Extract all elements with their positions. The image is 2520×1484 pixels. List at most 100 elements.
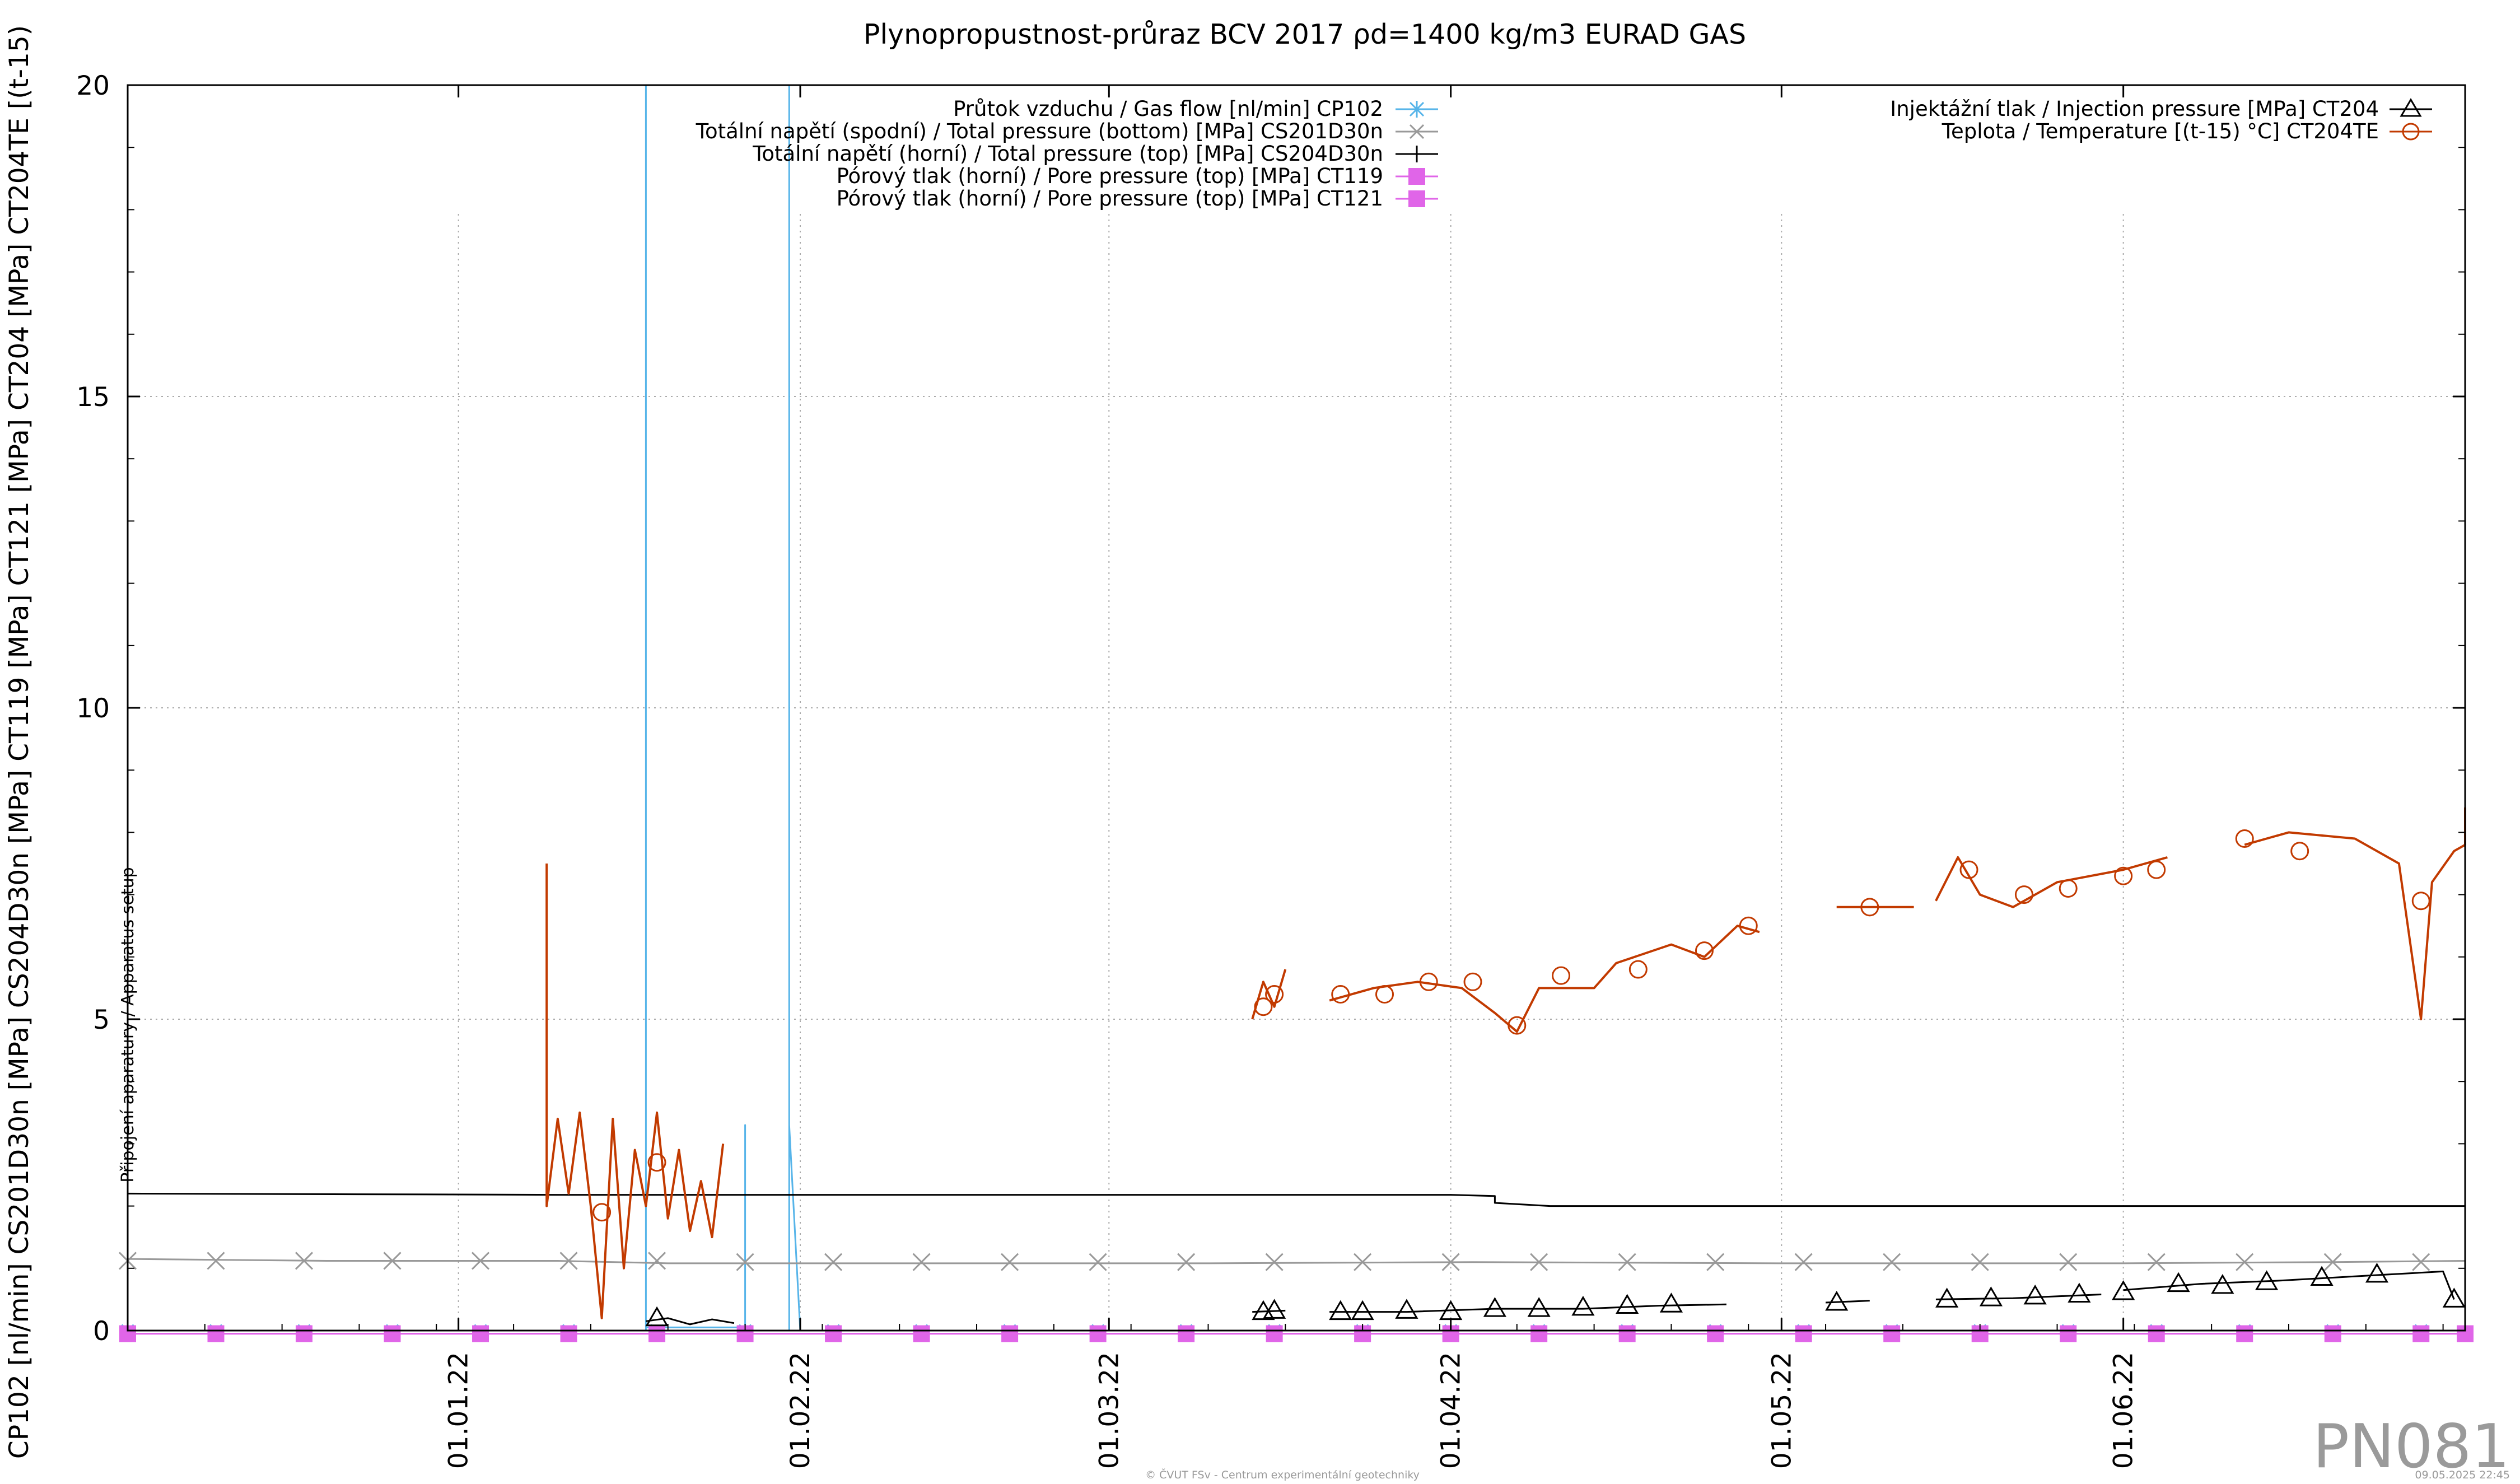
data-point-total-pressure-bottom-cs201 (824, 1253, 843, 1271)
legend-left-entry: Průtok vzduchu / Gas flow [nl/min] CP102 (953, 97, 1438, 121)
data-point-total-pressure-bottom-cs201 (1354, 1253, 1372, 1271)
y-axis-label: CP102 [nl/min] CS201D30n [MPa] CS204D30n… (4, 25, 35, 1459)
data-point-pore-pressure-ct119 (2412, 1325, 2430, 1342)
legend-left-label: Totální napětí (horní) / Total pressure … (752, 142, 1383, 166)
series-line-total-pressure-top-cs204 (127, 1192, 2465, 1207)
data-point-pore-pressure-ct119 (1089, 1325, 1107, 1342)
data-point-injection-pressure-ct204 (2310, 1266, 2334, 1286)
data-point-injection-pressure-ct204 (1825, 1290, 1849, 1311)
data-point-injection-pressure-ct204 (1329, 1300, 1352, 1320)
marker-stroke (1409, 124, 1425, 139)
data-point-total-pressure-bottom-cs201 (1265, 1253, 1284, 1271)
data-point-injection-pressure-ct204 (1395, 1299, 1418, 1319)
series-line-injection-pressure-ct204 (1329, 1303, 1726, 1313)
cross-stroke (1794, 1253, 1813, 1271)
series-line-gas-flow-cp102 (128, 84, 2465, 1332)
legend-left: Průtok vzduchu / Gas flow [nl/min] CP102… (696, 97, 1438, 211)
data-point-pore-pressure-ct119 (2148, 1325, 2165, 1342)
cross-stroke (383, 1252, 402, 1270)
data-point-total-pressure-bottom-cs201 (559, 1252, 578, 1270)
legend-left-sample-marker (1408, 168, 1425, 185)
data-point-injection-pressure-ct204 (2211, 1273, 2234, 1294)
data-point-total-pressure-bottom-cs201 (2059, 1253, 2078, 1271)
y-tick-label: 20 (76, 71, 110, 101)
data-point-temperature-ct204te (1508, 1016, 1527, 1035)
series-layer (127, 84, 2466, 1335)
cross-stroke (1530, 1253, 1548, 1271)
legend-left-entry: Totální napětí (spodní) / Total pressure… (696, 119, 1438, 143)
grid (128, 214, 2465, 1331)
footer-timestamp: 09.05.2025 22:45 (2415, 1469, 2510, 1481)
cross-stroke (2059, 1253, 2078, 1271)
specimen-badge: PN081 (2313, 1412, 2510, 1482)
x-tick-label: 01.02.22 (785, 1352, 816, 1469)
data-point-temperature-ct204te (1331, 985, 1350, 1004)
data-point-temperature-ct204te (1860, 898, 1879, 917)
data-point-injection-pressure-ct204 (2167, 1272, 2190, 1292)
data-point-pore-pressure-ct119 (1001, 1325, 1019, 1342)
cross-stroke (1706, 1253, 1725, 1271)
legend-right-sample-marker (2400, 98, 2422, 117)
data-point-pore-pressure-ct119 (1530, 1325, 1548, 1342)
data-point-pore-pressure-ct119 (648, 1325, 666, 1342)
data-point-temperature-ct204te (592, 1203, 612, 1222)
data-point-pore-pressure-ct119 (2324, 1325, 2341, 1342)
data-point-total-pressure-bottom-cs201 (2236, 1253, 2254, 1271)
cross-stroke (2412, 1253, 2430, 1271)
data-point-injection-pressure-ct204 (1527, 1297, 1551, 1317)
data-point-total-pressure-bottom-cs201 (912, 1253, 931, 1271)
axis-ticks: 0 5 10 15 20 01.01.22 01.02.22 01.03.22 01.04.22… (76, 71, 2465, 1469)
data-point-total-pressure-bottom-cs201 (2412, 1253, 2430, 1271)
data-point-total-pressure-bottom-cs201 (1618, 1253, 1636, 1271)
data-point-total-pressure-bottom-cs201 (1794, 1253, 1813, 1271)
data-point-injection-pressure-ct204 (1616, 1294, 1639, 1314)
cross-stroke (471, 1252, 490, 1270)
x-tick-label: 01.04.22 (1436, 1352, 1467, 1469)
data-point-temperature-ct204te (1419, 972, 1438, 991)
data-point-injection-pressure-ct204 (2068, 1282, 2091, 1303)
legend-left-label: Pórový tlak (horní) / Pore pressure (top… (837, 186, 1383, 211)
legend-right: Injektážní tlak / Injection pressure [MP… (1890, 97, 2432, 143)
data-point-temperature-ct204te (2059, 879, 2078, 898)
cross-stroke (1971, 1253, 1989, 1271)
legend-left-entry: Totální napětí (horní) / Total pressure … (752, 142, 1438, 166)
chart-title: Plynopropustnost-průraz BCV 2017 ρd=1400… (864, 18, 1746, 50)
legend-left-entry: Pórový tlak (horní) / Pore pressure (top… (837, 186, 1438, 211)
x-tick-label: 01.03.22 (1094, 1352, 1124, 1469)
legend-left-label: Průtok vzduchu / Gas flow [nl/min] CP102 (953, 97, 1383, 121)
cross-stroke (1001, 1253, 1019, 1271)
data-point-injection-pressure-ct204 (1483, 1297, 1507, 1317)
cross-stroke (1441, 1253, 1460, 1271)
data-point-pore-pressure-ct119 (296, 1325, 313, 1342)
y-tick-label: 5 (93, 1005, 110, 1035)
data-point-injection-pressure-ct204 (2255, 1270, 2279, 1290)
cross-stroke (1265, 1253, 1284, 1271)
legend-right-label: Teplota / Temperature [(t-15) °C] CT204T… (1942, 119, 2379, 143)
marker-layer (118, 829, 2474, 1342)
cross-stroke (2236, 1253, 2254, 1271)
series-line-temperature-ct204te (1329, 925, 1760, 1033)
cross-stroke (912, 1253, 931, 1271)
data-point-pore-pressure-ct119 (1618, 1325, 1636, 1342)
data-point-temperature-ct204te (647, 1153, 666, 1172)
data-point-temperature-ct204te (1254, 997, 1273, 1016)
data-point-temperature-ct204te (1695, 941, 1714, 960)
data-point-temperature-ct204te (1375, 985, 1394, 1004)
cross-stroke (824, 1253, 843, 1271)
data-point-total-pressure-bottom-cs201 (1971, 1253, 1989, 1271)
data-point-total-pressure-bottom-cs201 (207, 1252, 225, 1270)
legend-right-entry: Injektážní tlak / Injection pressure [MP… (1890, 97, 2432, 121)
data-point-total-pressure-bottom-cs201 (383, 1252, 402, 1270)
legend-right-sample-marker (2402, 123, 2420, 141)
data-point-pore-pressure-ct119 (2060, 1325, 2077, 1342)
legend-left-sample-marker (1408, 146, 1425, 162)
cross-stroke (1177, 1253, 1196, 1271)
data-point-total-pressure-bottom-cs201 (647, 1252, 666, 1270)
data-point-total-pressure-bottom-cs201 (471, 1252, 490, 1270)
data-point-pore-pressure-ct119 (1707, 1325, 1724, 1342)
data-point-total-pressure-bottom-cs201 (1089, 1253, 1107, 1271)
data-point-temperature-ct204te (2235, 829, 2254, 848)
legend-left-label: Pórový tlak (horní) / Pore pressure (top… (837, 164, 1383, 188)
